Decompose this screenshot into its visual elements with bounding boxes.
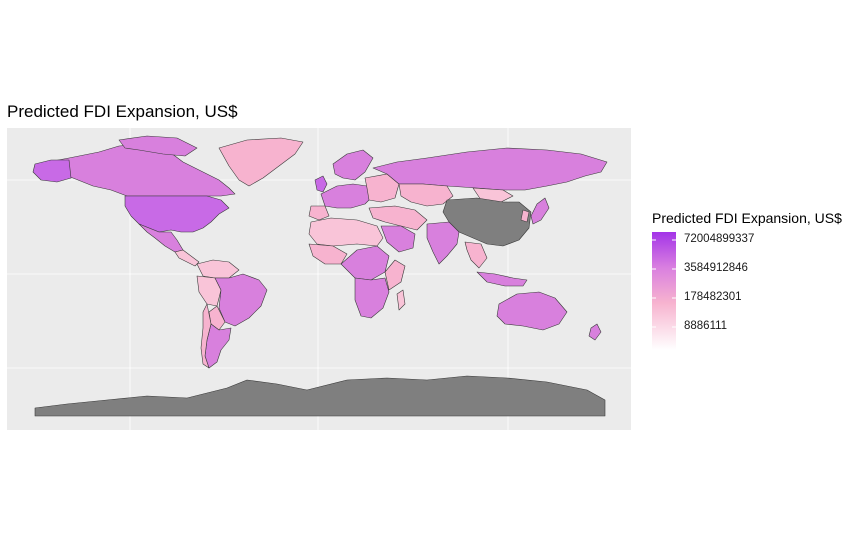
- region-indonesia[interactable]: [476, 271, 528, 287]
- region-korea[interactable]: [520, 209, 530, 223]
- region-central-america[interactable]: [174, 249, 200, 267]
- region-saudi-arabia[interactable]: [380, 225, 416, 253]
- chart-title: Predicted FDI Expansion, US$: [7, 102, 238, 121]
- region-canada-islands[interactable]: [118, 135, 198, 157]
- legend: Predicted FDI Expansion, US$ 72004899337…: [652, 210, 862, 360]
- region-alaska[interactable]: [32, 159, 72, 183]
- region-kazakhstan[interactable]: [398, 183, 454, 207]
- world-map: [7, 128, 631, 430]
- region-antarctica[interactable]: [34, 375, 606, 417]
- region-russia[interactable]: [372, 147, 608, 191]
- region-japan[interactable]: [530, 197, 550, 225]
- region-uk[interactable]: [314, 175, 328, 193]
- legend-label: 8886111: [684, 320, 728, 332]
- legend-title: Predicted FDI Expansion, US$: [652, 210, 842, 226]
- region-colombia-venezuela[interactable]: [196, 259, 240, 279]
- region-united-states[interactable]: [124, 195, 230, 233]
- region-southeast-asia[interactable]: [464, 241, 488, 269]
- region-central-africa[interactable]: [340, 245, 390, 281]
- region-chile[interactable]: [200, 303, 212, 369]
- region-brazil[interactable]: [214, 273, 268, 327]
- region-india[interactable]: [426, 221, 460, 265]
- legend-label: 178482301: [684, 291, 742, 303]
- region-western-europe[interactable]: [320, 183, 374, 209]
- region-mongolia[interactable]: [472, 187, 514, 203]
- region-east-africa[interactable]: [384, 259, 406, 291]
- legend-label: 72004899337: [684, 233, 755, 245]
- legend-colorbar: [652, 232, 676, 350]
- region-north-africa[interactable]: [308, 217, 384, 247]
- region-turkey-iran[interactable]: [368, 205, 428, 231]
- region-west-africa[interactable]: [308, 243, 348, 265]
- region-scandinavia[interactable]: [332, 149, 374, 181]
- map-panel: [7, 128, 631, 430]
- region-iberia[interactable]: [308, 205, 330, 221]
- region-australia[interactable]: [496, 291, 568, 331]
- region-madagascar[interactable]: [396, 289, 406, 311]
- region-new-zealand[interactable]: [588, 323, 602, 341]
- legend-label: 3584912846: [684, 262, 748, 274]
- region-greenland[interactable]: [218, 137, 304, 187]
- region-southern-africa[interactable]: [354, 277, 390, 319]
